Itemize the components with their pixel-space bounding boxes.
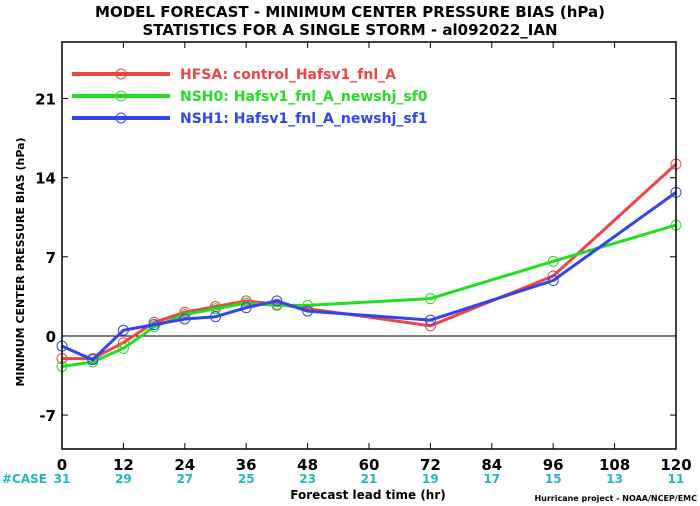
legend-label: NSH1: Hafsv1_fnl_A_newshj_sf1	[180, 111, 428, 127]
data-point	[424, 314, 436, 326]
case-count: 23	[299, 472, 316, 486]
case-label: #CASE	[2, 472, 47, 486]
y-axis-label: MINIMUM CENTER PRESSURE BIAS (hPa)	[14, 137, 27, 386]
y-tick-label: 0	[46, 328, 56, 346]
x-axis-label: Forecast lead time (hr)	[290, 488, 446, 502]
data-point	[271, 295, 283, 307]
legend-marker	[115, 90, 127, 102]
case-count: 19	[422, 472, 439, 486]
chart-subtitle: STATISTICS FOR A SINGLE STORM - al092022…	[143, 21, 558, 39]
y-tick-label: 21	[35, 91, 56, 109]
case-count: 17	[483, 472, 500, 486]
x-tick-label: 72	[420, 456, 441, 474]
x-tick-label: 84	[481, 456, 502, 474]
credit-text: Hurricane project - NOAA/NCEP/EMC	[534, 494, 697, 503]
legend-label: HFSA: control_Hafsv1_fnl_A	[180, 67, 396, 83]
series-line	[61, 223, 677, 368]
legend-marker	[115, 68, 127, 80]
data-point	[179, 313, 191, 325]
case-count: 31	[54, 472, 71, 486]
y-tick-label: 7	[46, 249, 56, 267]
legend-label: NSH0: Hafsv1_fnl_A_newshj_sf0	[180, 89, 428, 105]
case-count: 11	[668, 472, 685, 486]
series-line	[62, 162, 678, 361]
case-count: 21	[361, 472, 378, 486]
case-count: 25	[238, 472, 255, 486]
x-tick-label: 120	[660, 456, 691, 474]
data-point	[117, 324, 129, 336]
case-count: 29	[115, 472, 132, 486]
case-count: 15	[545, 472, 562, 486]
plot-area: -707142103112292427362548236021721984179…	[35, 42, 692, 486]
x-tick-label: 60	[359, 456, 380, 474]
y-tick-label: 14	[35, 170, 56, 188]
x-tick-label: 108	[599, 456, 630, 474]
y-tick-label: -7	[39, 407, 56, 425]
data-point	[210, 311, 221, 323]
x-tick-label: 24	[174, 456, 195, 474]
x-tick-label: 0	[57, 456, 67, 474]
case-count: 27	[176, 472, 193, 486]
x-tick-label: 36	[236, 456, 257, 474]
x-tick-label: 96	[543, 456, 564, 474]
data-point	[117, 342, 129, 354]
x-tick-label: 48	[297, 456, 318, 474]
chart-title: MODEL FORECAST - MINIMUM CENTER PRESSURE…	[95, 3, 605, 21]
case-count: 13	[606, 472, 623, 486]
plot-frame	[61, 41, 677, 450]
x-tick-label: 12	[113, 456, 134, 474]
data-point	[240, 302, 252, 314]
data-point	[87, 354, 99, 366]
data-point	[424, 293, 436, 305]
data-point	[148, 319, 160, 331]
data-point	[302, 305, 314, 317]
data-point	[547, 275, 559, 287]
series-line	[61, 191, 677, 362]
data-point	[547, 255, 559, 267]
data-point	[210, 303, 221, 315]
legend-marker	[115, 112, 127, 124]
